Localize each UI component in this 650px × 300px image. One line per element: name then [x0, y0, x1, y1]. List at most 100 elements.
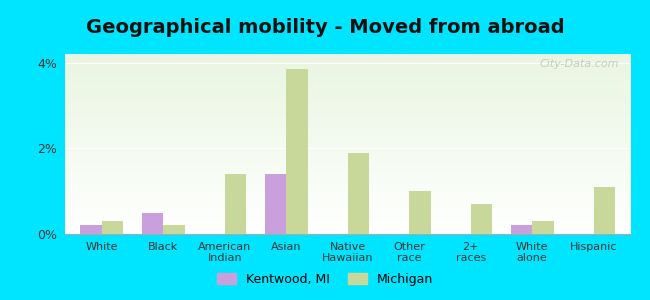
Bar — [65, 131, 630, 132]
Bar — [65, 71, 630, 72]
Bar — [65, 145, 630, 146]
Bar — [65, 148, 630, 149]
Bar — [65, 193, 630, 194]
Bar — [65, 120, 630, 121]
Bar — [225, 174, 246, 234]
Bar — [65, 138, 630, 139]
Bar — [65, 123, 630, 124]
Bar — [65, 196, 630, 197]
Bar — [65, 85, 630, 86]
Bar — [65, 233, 630, 234]
Bar — [65, 105, 630, 106]
Bar — [65, 171, 630, 172]
Bar — [65, 186, 630, 187]
Bar — [65, 70, 630, 71]
Bar — [65, 212, 630, 213]
Bar — [65, 151, 630, 152]
Bar — [65, 128, 630, 129]
Bar — [265, 174, 286, 234]
Bar — [65, 172, 630, 173]
Bar — [511, 225, 532, 234]
Bar — [348, 153, 369, 234]
Bar — [65, 59, 630, 60]
Bar — [65, 163, 630, 164]
Bar — [65, 207, 630, 208]
Bar — [65, 225, 630, 226]
Bar — [65, 100, 630, 101]
Bar — [102, 221, 124, 234]
Bar — [65, 149, 630, 150]
Bar — [65, 197, 630, 198]
Bar — [65, 119, 630, 120]
Bar — [65, 134, 630, 135]
Bar — [65, 220, 630, 221]
Bar — [65, 140, 630, 141]
Bar — [65, 217, 630, 218]
Bar — [65, 65, 630, 66]
Bar — [65, 95, 630, 96]
Bar — [65, 126, 630, 127]
Bar — [65, 103, 630, 104]
Bar — [65, 175, 630, 176]
Bar — [65, 147, 630, 148]
Bar — [65, 221, 630, 222]
Bar — [65, 228, 630, 229]
Bar — [65, 200, 630, 201]
Bar — [65, 84, 630, 85]
Bar — [65, 113, 630, 114]
Bar — [65, 201, 630, 202]
Bar — [65, 222, 630, 223]
Bar — [65, 66, 630, 67]
Bar — [65, 214, 630, 215]
Bar — [65, 155, 630, 156]
Bar — [65, 68, 630, 69]
Bar — [65, 108, 630, 109]
Bar — [65, 202, 630, 203]
Bar — [65, 75, 630, 76]
Text: City-Data.com: City-Data.com — [540, 59, 619, 69]
Bar — [65, 142, 630, 143]
Bar — [65, 192, 630, 193]
Bar — [65, 154, 630, 155]
Bar — [65, 143, 630, 144]
Bar — [65, 73, 630, 74]
Bar — [65, 204, 630, 205]
Bar — [65, 136, 630, 137]
Bar — [471, 204, 492, 234]
Bar — [65, 158, 630, 159]
Bar — [65, 93, 630, 94]
Bar — [65, 85, 630, 86]
Bar — [163, 225, 185, 234]
Bar — [65, 168, 630, 169]
Bar — [65, 91, 630, 92]
Bar — [65, 232, 630, 233]
Bar — [81, 225, 102, 234]
Bar — [65, 86, 630, 87]
Bar — [65, 58, 630, 59]
Bar — [65, 88, 630, 89]
Bar — [65, 160, 630, 161]
Bar — [65, 83, 630, 84]
Bar — [65, 209, 630, 210]
Bar — [65, 198, 630, 199]
Bar — [65, 189, 630, 190]
Bar — [65, 87, 630, 88]
Bar — [65, 219, 630, 220]
Bar — [65, 141, 630, 142]
Bar — [65, 153, 630, 154]
Bar — [65, 81, 630, 82]
Bar — [65, 67, 630, 68]
Bar — [65, 181, 630, 182]
Bar — [65, 137, 630, 138]
Bar — [65, 210, 630, 211]
Bar — [65, 78, 630, 79]
Bar — [65, 60, 630, 61]
Bar — [65, 194, 630, 195]
Bar — [65, 101, 630, 102]
Bar — [65, 191, 630, 192]
Bar — [65, 199, 630, 200]
Bar — [593, 187, 615, 234]
Bar — [65, 180, 630, 181]
Text: Geographical mobility - Moved from abroad: Geographical mobility - Moved from abroa… — [86, 18, 564, 37]
Bar — [65, 132, 630, 133]
